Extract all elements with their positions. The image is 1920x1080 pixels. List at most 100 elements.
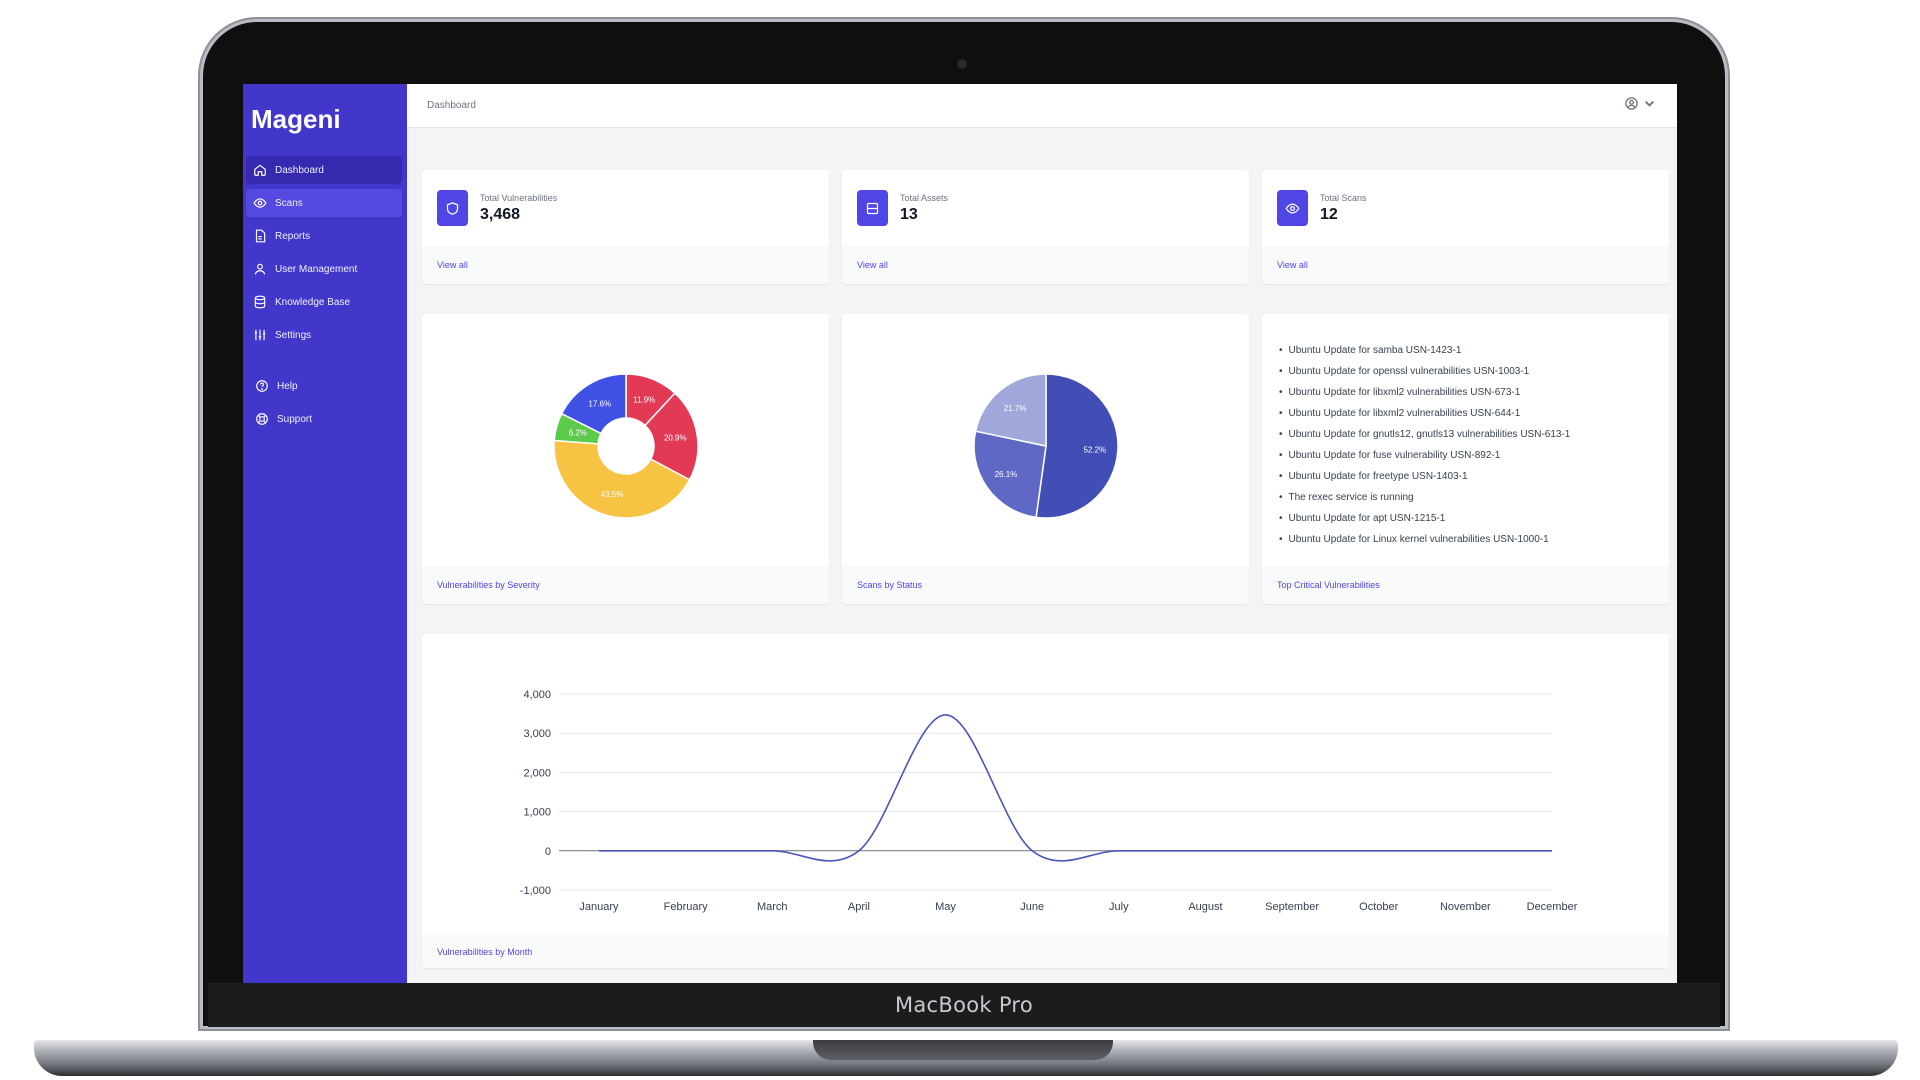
list-item[interactable]: Ubuntu Update for apt USN-1215-1: [1279, 508, 1654, 529]
list-item[interactable]: Ubuntu Update for samba USN-1423-1: [1279, 340, 1654, 361]
chevron-down-icon: [1642, 96, 1657, 116]
view-all-link[interactable]: View all: [842, 246, 1249, 284]
panel-body: Ubuntu Update for samba USN-1423-1Ubuntu…: [1262, 314, 1669, 566]
x-tick-label: August: [1188, 901, 1222, 913]
severity-panel: 11.9% 20.9% 43.5% 6.2% 17.6% Vulnerabilities…: [422, 314, 829, 604]
list-item[interactable]: Ubuntu Update for Linux kernel vulnerabi…: [1279, 529, 1654, 550]
x-tick-label: May: [935, 901, 956, 913]
critical-vulnerability-list: Ubuntu Update for samba USN-1423-1Ubuntu…: [1262, 314, 1669, 550]
stat-text: Total Assets 13: [900, 193, 948, 224]
x-tick-label: December: [1527, 901, 1578, 913]
list-item[interactable]: Ubuntu Update for gnutls12, gnutls13 vul…: [1279, 424, 1654, 445]
sidebar-item-knowledge-base[interactable]: Knowledge Base: [246, 288, 402, 316]
shield-icon: [437, 190, 468, 226]
pie-slice[interactable]: [1035, 373, 1119, 519]
sidebar-item-label: Dashboard: [275, 164, 324, 176]
stat-text: Total Vulnerabilities 3,468: [480, 193, 557, 224]
sidebar-item-label: Settings: [275, 329, 312, 341]
sidebar-item-dashboard[interactable]: Dashboard: [246, 156, 402, 184]
sidebar-item-label: Reports: [275, 230, 311, 242]
x-tick-label: January: [579, 901, 619, 913]
stat-card-scans: Total Scans 12 View all: [1262, 170, 1669, 284]
list-item[interactable]: The rexec service is running: [1279, 487, 1654, 508]
list-item[interactable]: Ubuntu Update for fuse vulnerability USN…: [1279, 445, 1654, 466]
chart-panels: 11.9% 20.9% 43.5% 6.2% 17.6% Vulnerabilities…: [422, 314, 1671, 604]
stat-text: Total Scans 12: [1320, 193, 1367, 224]
sidebar-item-label: Help: [277, 380, 298, 392]
slice-label: 43.5%: [601, 490, 624, 499]
severity-donut-chart[interactable]: 11.9% 20.9% 43.5% 6.2% 17.6%: [422, 314, 829, 566]
severity-panel-title[interactable]: Vulnerabilities by Severity: [422, 566, 829, 604]
critical-panel-title[interactable]: Top Critical Vulnerabilities: [1262, 566, 1669, 604]
list-item[interactable]: Ubuntu Update for libxml2 vulnerabilitie…: [1279, 403, 1654, 424]
sidebar-item-support[interactable]: Support: [246, 405, 402, 433]
status-panel-title[interactable]: Scans by Status: [842, 566, 1249, 604]
app-screen: Mageni Dashboard Scans Reports: [243, 84, 1677, 984]
slice-label: 17.6%: [588, 399, 611, 408]
x-tick-label: March: [757, 901, 788, 913]
panel-body: 52.2% 26.1% 21.7%: [842, 314, 1249, 566]
sidebar-item-reports[interactable]: Reports: [246, 222, 402, 250]
x-tick-label: September: [1265, 901, 1319, 913]
pie-slice[interactable]: [643, 392, 699, 481]
eye-icon: [1277, 190, 1308, 226]
y-tick-label: 4,000: [523, 689, 551, 701]
y-tick-label: 1,000: [523, 807, 551, 819]
stat-cards: Total Vulnerabilities 3,468 View all Tot…: [422, 170, 1671, 284]
sidebar-nav: Dashboard Scans Reports User Management: [243, 156, 407, 433]
sidebar-item-label: Support: [277, 413, 313, 425]
brand-logo[interactable]: Mageni: [251, 103, 341, 134]
slice-label: 21.7%: [1004, 404, 1027, 413]
stat-body: Total Scans 12: [1262, 170, 1669, 246]
view-all-link[interactable]: View all: [1262, 246, 1669, 284]
eye-icon: [253, 196, 267, 210]
x-tick-label: April: [848, 901, 870, 913]
panel-body: 11.9% 20.9% 43.5% 6.2% 17.6%: [422, 314, 829, 566]
slice-label: 26.1%: [995, 470, 1018, 479]
list-item[interactable]: Ubuntu Update for libxml2 vulnerabilitie…: [1279, 382, 1654, 403]
stat-value: 13: [900, 205, 918, 223]
series-line[interactable]: [599, 714, 1552, 862]
x-tick-label: November: [1440, 901, 1491, 913]
monthly-line-chart[interactable]: 4,000 3,000 2,000 1,000 0 -1,000 January Februa…: [422, 634, 1669, 930]
document-icon: [253, 229, 267, 243]
view-all-link[interactable]: View all: [422, 246, 829, 284]
sidebar-item-label: Knowledge Base: [275, 296, 351, 308]
critical-panel: Ubuntu Update for samba USN-1423-1Ubuntu…: [1262, 314, 1669, 604]
stat-body: Total Vulnerabilities 3,468: [422, 170, 829, 246]
x-tick-label: July: [1109, 901, 1129, 913]
sidebar: Mageni Dashboard Scans Reports: [243, 84, 407, 984]
sidebar-item-settings[interactable]: Settings: [246, 321, 402, 349]
topbar: Dashboard: [407, 84, 1677, 128]
laptop-chin: MacBook Pro: [208, 983, 1720, 1027]
user-circle-icon: [1624, 96, 1639, 116]
status-pie-chart[interactable]: 52.2% 26.1% 21.7%: [842, 314, 1249, 566]
list-item[interactable]: Ubuntu Update for freetype USN-1403-1: [1279, 466, 1654, 487]
stat-label: Total Assets: [900, 192, 949, 203]
list-item[interactable]: Ubuntu Update for openssl vulnerabilitie…: [1279, 361, 1654, 382]
dashboard-content: Total Vulnerabilities 3,468 View all Tot…: [407, 128, 1677, 968]
sliders-icon: [253, 328, 267, 342]
x-tick-label: October: [1359, 901, 1398, 913]
y-tick-label: 0: [545, 846, 551, 858]
users-icon: [253, 262, 267, 276]
monthly-panel-title[interactable]: Vulnerabilities by Month: [422, 935, 1669, 968]
stat-value: 12: [1320, 205, 1338, 223]
sidebar-item-help[interactable]: Help: [246, 372, 402, 400]
sidebar-item-scans[interactable]: Scans: [246, 189, 402, 217]
y-tick-label: 2,000: [523, 767, 551, 779]
panel-body: 4,000 3,000 2,000 1,000 0 -1,000 January Februa…: [422, 634, 1669, 935]
monthly-panel: 4,000 3,000 2,000 1,000 0 -1,000 January Februa…: [422, 634, 1669, 968]
sidebar-item-label: Scans: [275, 197, 303, 209]
pie-slice[interactable]: [974, 373, 1047, 447]
breadcrumb[interactable]: Dashboard: [427, 100, 476, 111]
x-tick-label: June: [1020, 901, 1044, 913]
nav-spacer: [243, 354, 407, 372]
x-tick-label: February: [664, 901, 709, 913]
stat-label: Total Vulnerabilities: [480, 192, 558, 203]
sidebar-item-user-management[interactable]: User Management: [246, 255, 402, 283]
pie-slice[interactable]: [553, 439, 691, 519]
pie-slice[interactable]: [560, 373, 627, 435]
pie-slice[interactable]: [973, 430, 1047, 519]
user-menu[interactable]: [1624, 96, 1657, 116]
